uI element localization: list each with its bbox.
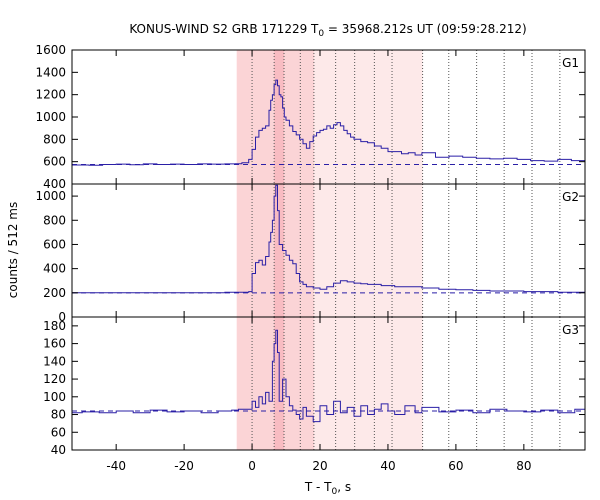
y-tick-label: 800 [43, 213, 66, 227]
panel-g1: 400 600 800 1000 1200 1400 1600 G1 [35, 43, 586, 191]
y-tick-label: 600 [43, 237, 66, 251]
y-tick-label: 40 [51, 443, 66, 457]
shade-band-dark [274, 50, 284, 184]
y-tick-label: 1000 [35, 110, 66, 124]
y-tick-label: 140 [43, 354, 66, 368]
panel-label: G2 [562, 190, 579, 204]
y-tick-label: 600 [43, 155, 66, 169]
y-tick-label: 80 [51, 408, 66, 422]
y-tick-label: 400 [43, 262, 66, 276]
x-tick-label: -20 [174, 459, 194, 473]
shade-band-dark [274, 184, 284, 317]
y-tick-label: 0 [58, 310, 66, 324]
panel-label: G1 [562, 56, 579, 70]
y-tick-label: 100 [43, 390, 66, 404]
x-tick-label: 40 [380, 459, 395, 473]
panel-frame [71, 316, 586, 451]
y-tick-label: 160 [43, 337, 66, 351]
y-tick-label: 1600 [35, 43, 66, 57]
x-tick-label: 80 [516, 459, 531, 473]
y-tick-label: 120 [43, 372, 66, 386]
y-tick-label: 1200 [35, 88, 66, 102]
series-line-g2 [72, 184, 585, 294]
chart-title: KONUS-WIND S2 GRB 171229 T0 = 35968.212s… [129, 22, 526, 39]
y-tick-label: 1400 [35, 65, 66, 79]
y-tick-label: 200 [43, 286, 66, 300]
y-tick-label: 180 [43, 319, 66, 333]
series-line-g3 [72, 329, 586, 423]
panel-g3: 40 60 80 100 120 140 160 180 G3 [43, 316, 586, 457]
x-tick-label: 60 [448, 459, 463, 473]
x-axis-label: T - T0, s [304, 480, 351, 497]
y-axis-label: counts / 512 ms [6, 202, 20, 298]
y-tick-label: 800 [43, 132, 66, 146]
x-tick-label: 20 [312, 459, 327, 473]
x-tick-label: -40 [106, 459, 126, 473]
plot-area: 4006008001000120014001600G10200400600800… [35, 43, 586, 473]
y-tick-label: 1000 [35, 189, 66, 203]
y-tick-label: 400 [43, 177, 66, 191]
x-tick-label: 0 [248, 459, 256, 473]
panel-label: G3 [562, 323, 579, 337]
y-tick-label: 60 [51, 425, 66, 439]
panel-g2: 0 200 400 600 800 1000 G2 [35, 183, 586, 324]
series-line-g1 [72, 79, 586, 166]
